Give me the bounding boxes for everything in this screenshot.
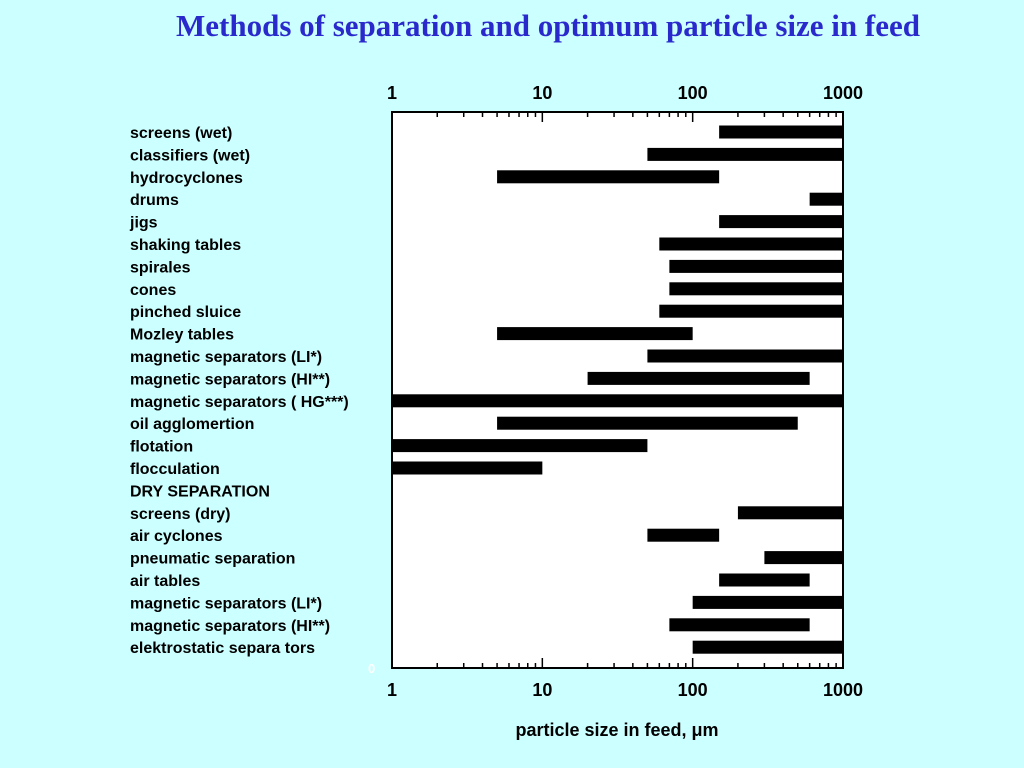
range-bar xyxy=(659,304,843,318)
category-label: elektrostatic separa tors xyxy=(130,640,315,657)
range-bar xyxy=(669,618,810,632)
range-bar xyxy=(647,349,843,363)
range-bar xyxy=(647,147,843,161)
category-label: pneumatic separation xyxy=(130,551,295,568)
category-label: spirales xyxy=(130,259,191,276)
x-tick-label-bottom: 100 xyxy=(678,680,708,700)
range-bar xyxy=(392,461,543,475)
range-bar xyxy=(669,282,843,296)
category-label: jigs xyxy=(129,215,158,232)
range-bar xyxy=(659,237,843,251)
category-label: air cyclones xyxy=(130,528,223,545)
category-label: drums xyxy=(130,192,179,209)
x-tick-label-top: 1 xyxy=(387,83,397,103)
range-bar xyxy=(587,371,810,385)
x-tick-label-top: 10 xyxy=(532,83,552,103)
y-axis-zero-label: 0 xyxy=(368,661,375,676)
bars xyxy=(392,125,843,654)
category-label: flotation xyxy=(130,439,193,456)
category-label: DRY SEPARATION xyxy=(130,483,270,500)
range-bar xyxy=(719,215,843,229)
category-label: magnetic separators ( HG***) xyxy=(130,394,349,411)
category-label: screens (wet) xyxy=(130,125,232,142)
axis-ticks: 1 1 10 10 100 100 1000 1000 xyxy=(387,83,863,700)
range-bar xyxy=(809,192,843,206)
range-bar xyxy=(497,170,720,184)
x-axis-title: particle size in feed, μm xyxy=(515,720,718,740)
category-label: magnetic separators (HI**) xyxy=(130,371,330,388)
x-tick-label-top: 100 xyxy=(678,83,708,103)
category-label: oil agglomertion xyxy=(130,416,254,433)
x-tick-label-bottom: 10 xyxy=(532,680,552,700)
slide-title: Methods of separation and optimum partic… xyxy=(176,8,920,43)
range-bar xyxy=(692,595,843,609)
category-label: Mozley tables xyxy=(130,327,234,344)
category-label: air tables xyxy=(130,573,200,590)
range-bar xyxy=(392,394,843,408)
range-bar xyxy=(692,640,843,654)
x-tick-label-bottom: 1000 xyxy=(823,680,863,700)
range-bar xyxy=(719,125,843,139)
range-bar xyxy=(497,416,798,430)
x-tick-label-bottom: 1 xyxy=(387,680,397,700)
category-label: screens (dry) xyxy=(130,506,231,523)
range-bar xyxy=(669,259,843,273)
category-label: pinched sluice xyxy=(130,304,241,321)
category-labels: screens (wet) classifiers (wet) hydrocyclo… xyxy=(129,125,349,657)
range-bar xyxy=(497,327,693,341)
category-label: shaking tables xyxy=(130,237,241,254)
x-tick-label-top: 1000 xyxy=(823,83,863,103)
range-bar xyxy=(719,573,810,587)
category-label: cones xyxy=(130,282,176,299)
category-label: magnetic separators (HI**) xyxy=(130,618,330,635)
category-label: magnetic separators (LI*) xyxy=(130,349,322,366)
category-label: magnetic separators (LI*) xyxy=(130,595,322,612)
range-bar xyxy=(647,528,720,542)
range-bar xyxy=(737,506,843,520)
category-label: classifiers (wet) xyxy=(130,147,250,164)
category-label: hydrocyclones xyxy=(130,170,243,187)
range-bar xyxy=(764,551,843,565)
range-bar xyxy=(392,439,648,453)
category-label: flocculation xyxy=(130,461,220,478)
